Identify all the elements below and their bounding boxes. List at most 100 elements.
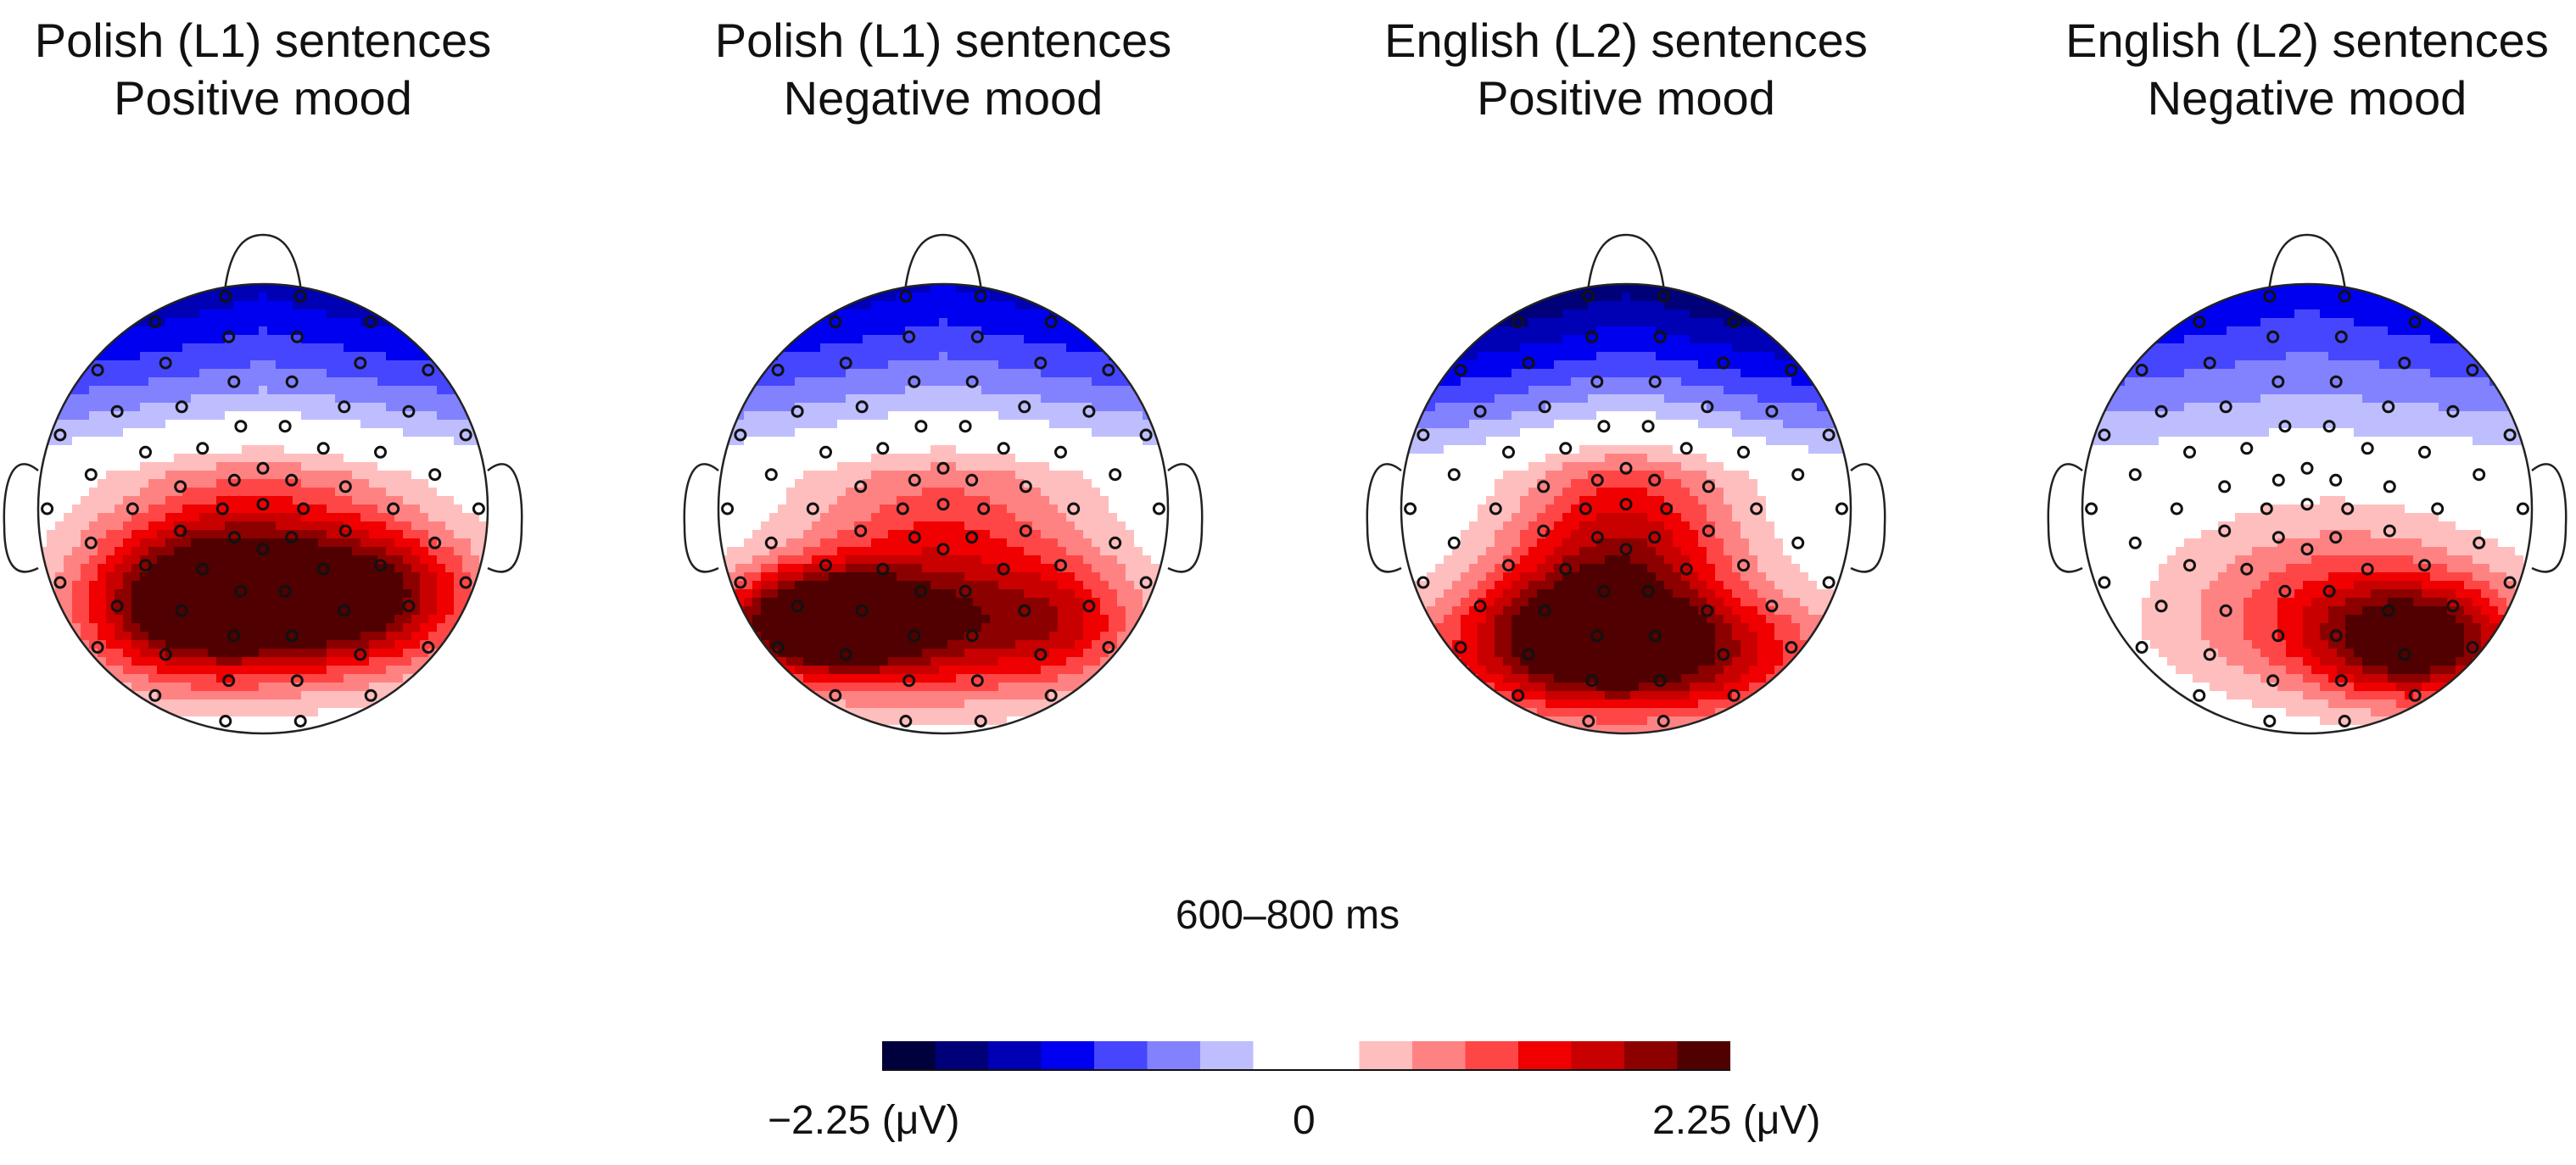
electrode-marker <box>899 715 913 727</box>
electrode-marker <box>2408 315 2422 329</box>
electrode-marker <box>364 688 377 702</box>
electrode-marker <box>734 576 747 589</box>
colorbar-segment <box>1041 1041 1095 1070</box>
electrode-marker <box>472 502 485 516</box>
electrode-marker <box>1701 400 1714 414</box>
electrode-marker <box>2466 641 2479 654</box>
electrode-marker <box>2193 315 2206 329</box>
electrode-marker <box>854 524 868 538</box>
electrode-marker <box>2431 502 2445 516</box>
electrode-marker <box>459 428 472 442</box>
electrode-marker <box>771 641 785 654</box>
electrode-marker <box>2418 559 2431 572</box>
electrode-marker <box>1727 315 1741 329</box>
electrode-marker <box>227 531 241 544</box>
electrode-marker <box>914 584 928 598</box>
electrode-marker <box>936 498 950 511</box>
electrode-marker <box>1054 445 1067 459</box>
electrode-marker <box>965 375 979 388</box>
electrode-marker <box>829 688 842 702</box>
electrode-marker <box>1139 576 1153 589</box>
electrode-marker <box>1489 502 1502 516</box>
electrode-marker <box>2203 356 2216 370</box>
electrode-marker <box>215 502 229 516</box>
electrode-marker <box>422 641 435 654</box>
electrode-marker <box>316 442 330 455</box>
electrode-marker <box>899 290 913 303</box>
colorbar-segment <box>1147 1041 1201 1070</box>
electrode-marker <box>354 648 367 661</box>
electrode-marker <box>53 576 67 589</box>
electrode-marker <box>1538 604 1551 617</box>
colorbar <box>882 1041 1730 1071</box>
panel-title-1-line2: Positive mood <box>114 71 412 125</box>
electrode-marker <box>1702 524 1715 538</box>
electrode-marker <box>1109 468 1122 482</box>
electrode-marker <box>53 428 67 442</box>
colorbar-segment <box>1518 1041 1573 1070</box>
electrode-marker <box>1641 420 1655 433</box>
electrode-marker <box>908 629 921 643</box>
electrode-marker <box>175 400 188 414</box>
electrode-marker <box>1590 629 1604 643</box>
electrode-marker <box>2408 688 2422 702</box>
electrode-marker <box>997 562 1010 576</box>
electrode-marker <box>2266 330 2280 343</box>
electrode-marker <box>2473 468 2486 482</box>
panel-title-2: Polish (L1) sentences Negative mood <box>672 12 1215 127</box>
electrode-marker <box>174 480 187 493</box>
electrode-marker <box>402 404 416 418</box>
electrode-marker <box>1648 629 1662 643</box>
panel-title-1: Polish (L1) sentences Positive mood <box>0 12 534 127</box>
electrode-marker <box>1512 688 1525 702</box>
electrode-marker <box>977 502 991 516</box>
electrode-marker <box>256 498 270 511</box>
electrode-marker <box>958 420 972 433</box>
electrode-marker <box>422 364 435 376</box>
electrode-marker <box>1717 356 1730 370</box>
colorbar-segment <box>1253 1041 1307 1070</box>
electrode-marker <box>364 315 377 329</box>
electrode-marker <box>2219 604 2232 617</box>
colorbar-segment <box>1465 1041 1519 1070</box>
electrode-marker <box>1727 688 1741 702</box>
electrode-marker <box>2382 400 2395 414</box>
electrode-marker <box>2334 330 2348 343</box>
electrode-marker <box>2300 498 2314 511</box>
electrode-marker <box>1737 445 1750 459</box>
colorbar-min-label: −2.25 (μV) <box>768 1098 960 1143</box>
electrode-marker <box>1522 356 1535 370</box>
electrode-marker <box>2098 428 2111 442</box>
colorbar-segment <box>1412 1041 1467 1070</box>
electrode-marker <box>908 375 921 388</box>
electrode-marker <box>2266 674 2280 688</box>
electrode-marker <box>1502 445 1515 459</box>
electrode-marker <box>1679 442 1693 455</box>
electrode-marker <box>338 524 352 538</box>
electrode-marker <box>2154 404 2168 418</box>
electrode-marker <box>2203 648 2216 661</box>
electrode-marker <box>1657 290 1670 303</box>
electrode-marker <box>791 404 804 418</box>
electrode-marker <box>1454 641 1467 654</box>
electrode-marker <box>222 674 236 688</box>
head-outline <box>2081 282 2534 735</box>
colorbar-segment <box>882 1041 936 1070</box>
electrode-marker <box>2260 502 2273 516</box>
electrode-marker <box>84 536 98 549</box>
electrode-marker <box>2338 290 2351 303</box>
electrode-marker <box>771 364 785 376</box>
electrode-marker <box>1619 543 1633 556</box>
electrode-marker <box>459 576 472 589</box>
electrode-marker <box>902 674 916 688</box>
electrode-marker <box>2135 364 2149 376</box>
electrode-marker <box>148 688 162 702</box>
electrode-marker <box>1018 604 1031 617</box>
colorbar-segment <box>1624 1041 1679 1070</box>
topomap-1 <box>3 233 523 735</box>
electrode-marker <box>227 629 241 643</box>
electrode-marker <box>806 502 819 516</box>
electrode-marker <box>2361 442 2374 455</box>
electrode-marker <box>110 599 124 613</box>
electrode-marker <box>1765 404 1779 418</box>
